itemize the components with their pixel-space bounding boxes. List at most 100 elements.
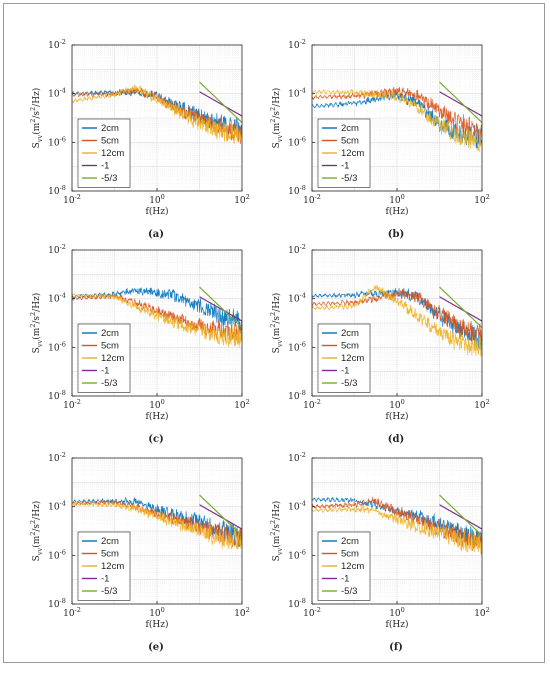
series-line-12cm <box>312 89 482 152</box>
x-axis-label: f(Hz) <box>386 619 409 630</box>
x-tick-label: 100 <box>389 193 405 206</box>
x-tick-label: 10-2 <box>303 606 321 619</box>
panel-caption: (e) <box>148 642 164 653</box>
legend-label: -5/3 <box>101 378 117 389</box>
series-group <box>312 494 482 556</box>
y-tick-label: 10-8 <box>288 184 306 197</box>
y-tick-label: 10-4 <box>48 500 66 513</box>
x-tick-label: 10-2 <box>303 193 321 206</box>
panel-d: 10-2 100 102 10-8 10-6 10-4 10-2 f(Hz) Svv(m2/s2… <box>269 243 490 445</box>
legend-label: 2cm <box>341 123 359 134</box>
y-axis-label: Svv(m2/s2/Hz) <box>29 501 44 562</box>
panel-c: 10-2 100 102 10-8 10-6 10-4 10-2 f(Hz) Svv(m2/s2… <box>29 243 250 445</box>
legend-label: 12cm <box>101 561 124 572</box>
x-tick-label: 102 <box>234 193 250 206</box>
y-tick-label: 10-8 <box>288 389 306 402</box>
y-tick-label: 10-2 <box>288 243 306 256</box>
series-line--1 <box>199 504 242 530</box>
legend-label: 5cm <box>341 549 359 560</box>
x-tick-label: 102 <box>234 606 250 619</box>
x-axis-label: f(Hz) <box>386 411 409 422</box>
legend-label: 12cm <box>101 148 124 159</box>
y-tick-label: 10-8 <box>48 184 66 197</box>
x-axis-label: f(Hz) <box>146 619 169 630</box>
series-group <box>312 284 482 357</box>
legend-label: 12cm <box>341 353 364 364</box>
x-tick-label: 10-2 <box>63 606 81 619</box>
y-axis-label: Svv(m2/s2/Hz) <box>269 88 284 149</box>
legend-label: -5/3 <box>341 586 357 597</box>
figure-frame <box>3 3 545 663</box>
x-tick-label: 102 <box>474 193 490 206</box>
x-tick-label: 10-2 <box>63 398 81 411</box>
series-line--1 <box>199 296 242 322</box>
panel-e: 10-2 100 102 10-8 10-6 10-4 10-2 f(Hz) Svv(m2/s2… <box>29 451 250 653</box>
legend-label: -5/3 <box>341 173 357 184</box>
series-line--1 <box>439 91 482 117</box>
x-axis-label: f(Hz) <box>386 206 409 217</box>
legend-label: -5/3 <box>101 586 117 597</box>
legend-label: 2cm <box>341 536 359 547</box>
y-tick-label: 10-2 <box>48 243 66 256</box>
legend-label: -1 <box>341 366 349 377</box>
series-line-5cm <box>312 288 482 344</box>
y-axis-label: Svv(m2/s2/Hz) <box>29 293 44 354</box>
y-tick-label: 10-6 <box>288 340 306 353</box>
legend-label: 2cm <box>101 123 119 134</box>
series-line-12cm <box>72 84 242 145</box>
series-line--5/3 <box>199 494 242 536</box>
series-group <box>72 81 242 145</box>
series-line-12cm <box>72 293 242 348</box>
x-tick-label: 102 <box>474 606 490 619</box>
y-tick-label: 10-8 <box>288 597 306 610</box>
x-axis-label: f(Hz) <box>146 206 169 217</box>
x-tick-label: 100 <box>149 398 165 411</box>
legend-label: 5cm <box>101 549 119 560</box>
y-tick-label: 10-2 <box>288 451 306 464</box>
series-line--1 <box>199 91 242 117</box>
series-group <box>72 494 242 550</box>
legend-label: -1 <box>341 161 349 172</box>
series-group <box>72 286 242 348</box>
series-line-5cm <box>312 86 482 142</box>
series-group <box>312 81 482 152</box>
y-tick-label: 10-8 <box>48 389 66 402</box>
legend-label: -1 <box>341 574 349 585</box>
y-tick-label: 10-8 <box>48 597 66 610</box>
y-tick-label: 10-6 <box>48 548 66 561</box>
x-tick-label: 10-2 <box>63 193 81 206</box>
x-tick-label: 10-2 <box>303 398 321 411</box>
legend-label: 12cm <box>341 148 364 159</box>
panel-b: 10-2 100 102 10-8 10-6 10-4 10-2 f(Hz) Svv(m2/s2… <box>269 38 490 240</box>
series-line-2cm <box>312 89 482 149</box>
x-tick-label: 100 <box>389 606 405 619</box>
panel-a: 10-2 100 102 10-8 10-6 10-4 10-2 f(Hz) Svv(m2/s2… <box>29 38 250 240</box>
x-tick-label: 102 <box>234 398 250 411</box>
legend-label: 5cm <box>101 341 119 352</box>
y-tick-label: 10-6 <box>288 548 306 561</box>
y-tick-label: 10-6 <box>48 340 66 353</box>
legend-label: 5cm <box>341 136 359 147</box>
series-line-2cm <box>312 497 482 546</box>
y-tick-label: 10-6 <box>48 135 66 148</box>
panel-caption: (a) <box>148 229 164 240</box>
legend-label: -5/3 <box>101 173 117 184</box>
panel-caption: (d) <box>388 434 404 445</box>
legend-label: 2cm <box>341 328 359 339</box>
legend-label: 2cm <box>101 328 119 339</box>
y-tick-label: 10-2 <box>48 451 66 464</box>
y-axis-label: Svv(m2/s2/Hz) <box>29 88 44 149</box>
panel-caption: (b) <box>388 229 404 240</box>
legend-label: 5cm <box>341 341 359 352</box>
x-tick-label: 100 <box>389 398 405 411</box>
series-line-2cm <box>72 497 242 548</box>
legend-label: -1 <box>101 161 109 172</box>
y-tick-label: 10-4 <box>48 292 66 305</box>
